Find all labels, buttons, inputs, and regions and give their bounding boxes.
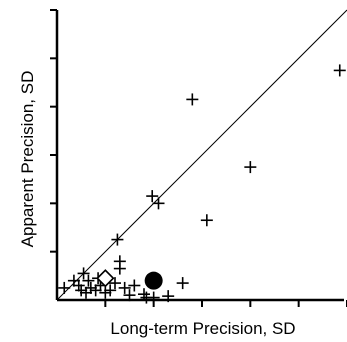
identity-line <box>56 9 347 301</box>
plus-point-22 <box>138 288 150 301</box>
plus-point-15 <box>82 274 95 287</box>
plus-point-19 <box>113 255 126 268</box>
plus-point-28 <box>200 214 213 227</box>
plus-point-24 <box>176 277 189 290</box>
plus-point-29 <box>244 161 257 174</box>
plus-point-9 <box>118 281 131 294</box>
plus-point-0 <box>58 281 71 294</box>
plus-point-7 <box>104 284 117 297</box>
plus-point-12 <box>128 279 141 292</box>
plus-point-8 <box>109 277 121 290</box>
x-axis-title: Long-term Precision, SD <box>110 319 295 338</box>
chart-marks <box>56 9 347 304</box>
plus-point-27 <box>152 197 165 210</box>
diamond-point-0 <box>96 269 115 288</box>
plus-point-6 <box>99 286 112 299</box>
y-axis-title: Apparent Precision, SD <box>18 71 37 248</box>
plus-point-3 <box>84 281 97 294</box>
plus-point-1 <box>75 284 88 297</box>
plus-point-26 <box>146 190 159 203</box>
plus-point-14 <box>77 267 90 280</box>
plus-point-18 <box>67 274 80 287</box>
plus-point-31 <box>333 64 346 77</box>
chart-axes <box>50 9 347 307</box>
plus-point-20 <box>111 233 124 246</box>
plus-point-13 <box>72 279 85 292</box>
plus-point-2 <box>80 286 92 299</box>
plus-point-30 <box>186 93 199 106</box>
plus-point-4 <box>89 284 102 297</box>
circle-point-0 <box>144 271 163 290</box>
